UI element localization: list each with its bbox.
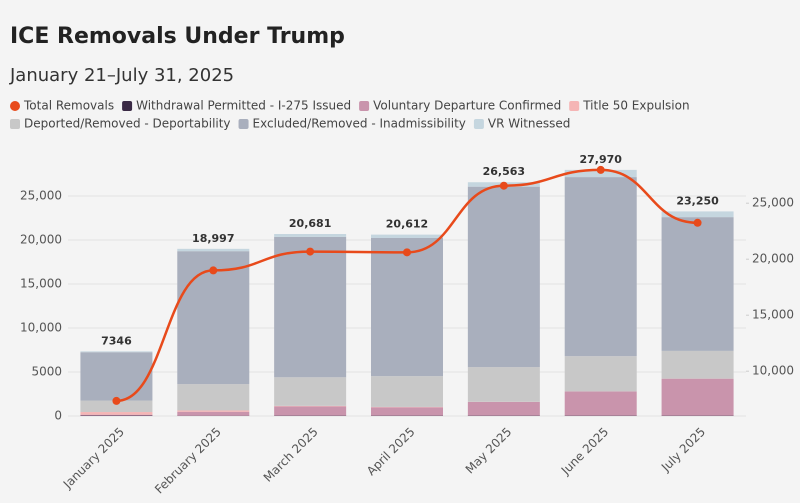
legend-swatch [122,101,133,111]
data-label: 20,612 [386,218,428,231]
line-point [596,165,605,174]
bar-segment [564,177,637,357]
bar-segment [371,376,443,407]
legend-label: Excluded/Removed - Inadmissibility [253,117,466,131]
y-tick-label: 10,000 [20,321,62,335]
legend-swatch [359,101,370,111]
bar-segment [564,356,637,392]
bar-segment [467,186,540,368]
y2-tick-label: 15,000 [752,308,794,322]
line-point [112,396,121,405]
bar-segment [274,377,347,406]
bar-segment [177,384,250,411]
data-label: 26,563 [483,165,525,178]
bar-segment [80,351,153,353]
bar-segment [80,414,153,416]
x-tick-label: March 2025 [261,425,321,485]
bar-segment [564,391,637,416]
bar-segment [371,407,443,416]
legend-label: Title 50 Expulsion [582,99,689,113]
bar-segment [177,248,250,252]
line-point [499,181,508,190]
legend-swatch [10,101,20,111]
bar-segment [274,236,347,378]
bar-segment [661,217,734,351]
line-point [403,248,411,257]
y-tick-label: 15,000 [20,277,62,291]
bar-segment [274,234,347,237]
legend-label: Withdrawal Permitted - I-275 Issued [136,99,351,113]
legend-label: Deported/Removed - Deportability [24,117,231,131]
bar-segment [80,352,153,401]
line-point [306,247,315,256]
legend-label: VR Witnessed [488,117,571,131]
x-tick-label: June 2025 [558,425,611,478]
bar-segment [467,367,540,402]
x-tick-label: July 2025 [658,425,708,475]
x-tick-label: April 2025 [364,425,418,479]
bar-segment [661,378,734,416]
x-tick-label: February 2025 [152,425,224,497]
y-tick-label: 5000 [31,365,62,379]
bar-segment [80,412,153,415]
data-label: 27,970 [579,153,622,166]
legend-swatch [569,101,580,111]
bar-segment [274,405,347,407]
data-label: 23,250 [676,194,719,207]
legend-swatch [238,119,249,129]
bar-segment [467,402,540,416]
bar-segment [177,411,250,416]
legend-label: Voluntary Departure Confirmed [373,99,561,113]
x-tick-label: January 2025 [60,425,127,492]
bar-segment [661,211,734,218]
bar-segment [80,400,153,413]
bar-segment [371,237,443,377]
bar-segment [274,406,347,416]
line-point [693,218,702,227]
data-label: 7346 [101,334,132,347]
legend-label: Total Removals [23,99,114,113]
data-label: 18,997 [192,232,234,245]
chart-title: ICE Removals Under Trump [10,24,345,49]
y-tick-label: 25,000 [20,189,62,203]
bar-segment [371,234,443,238]
legend-swatch [10,119,20,129]
bar-segment [661,350,734,379]
bar-segment [177,410,250,412]
y2-tick-label: 20,000 [752,252,794,266]
y2-tick-label: 10,000 [752,364,794,378]
y-tick-label: 0 [54,409,62,423]
y2-tick-label: 25,000 [752,196,794,210]
data-label: 20,681 [289,217,331,230]
line-point [209,266,218,275]
legend-swatch [473,119,484,129]
y-tick-label: 20,000 [20,233,62,247]
chart-subtitle: January 21–July 31, 2025 [9,65,234,86]
x-tick-label: May 2025 [463,425,515,477]
